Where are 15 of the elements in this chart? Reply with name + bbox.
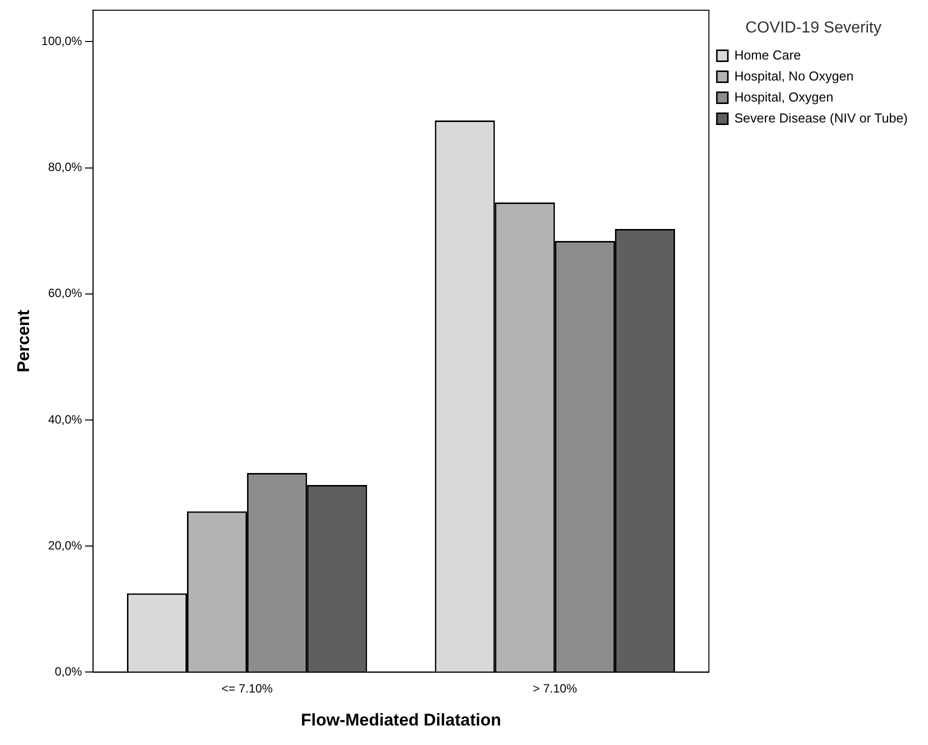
y-tick-label: 100,0% [41, 34, 82, 48]
legend-label: Home Care [734, 47, 801, 62]
y-tick-label: 20,0% [48, 538, 82, 552]
x-tick-label: <= 7.10% [221, 682, 274, 696]
y-tick-label: 60,0% [48, 286, 82, 300]
legend-label: Hospital, No Oxygen [734, 68, 854, 84]
y-tick-label: 0,0% [54, 664, 82, 679]
legend-label: Hospital, Oxygen [734, 89, 834, 104]
y-tick-label: 80,0% [48, 160, 82, 174]
legend-label: Severe Disease (NIV or Tube) [734, 110, 908, 126]
x-axis-title: Flow-Mediated Dilatation [300, 710, 502, 730]
x-tick-label: > 7.10% [532, 682, 578, 696]
y-tick-label: 40,0% [48, 412, 82, 426]
legend-title: COVID-19 Severity [745, 19, 882, 36]
y-axis-title: Percent [14, 310, 33, 372]
